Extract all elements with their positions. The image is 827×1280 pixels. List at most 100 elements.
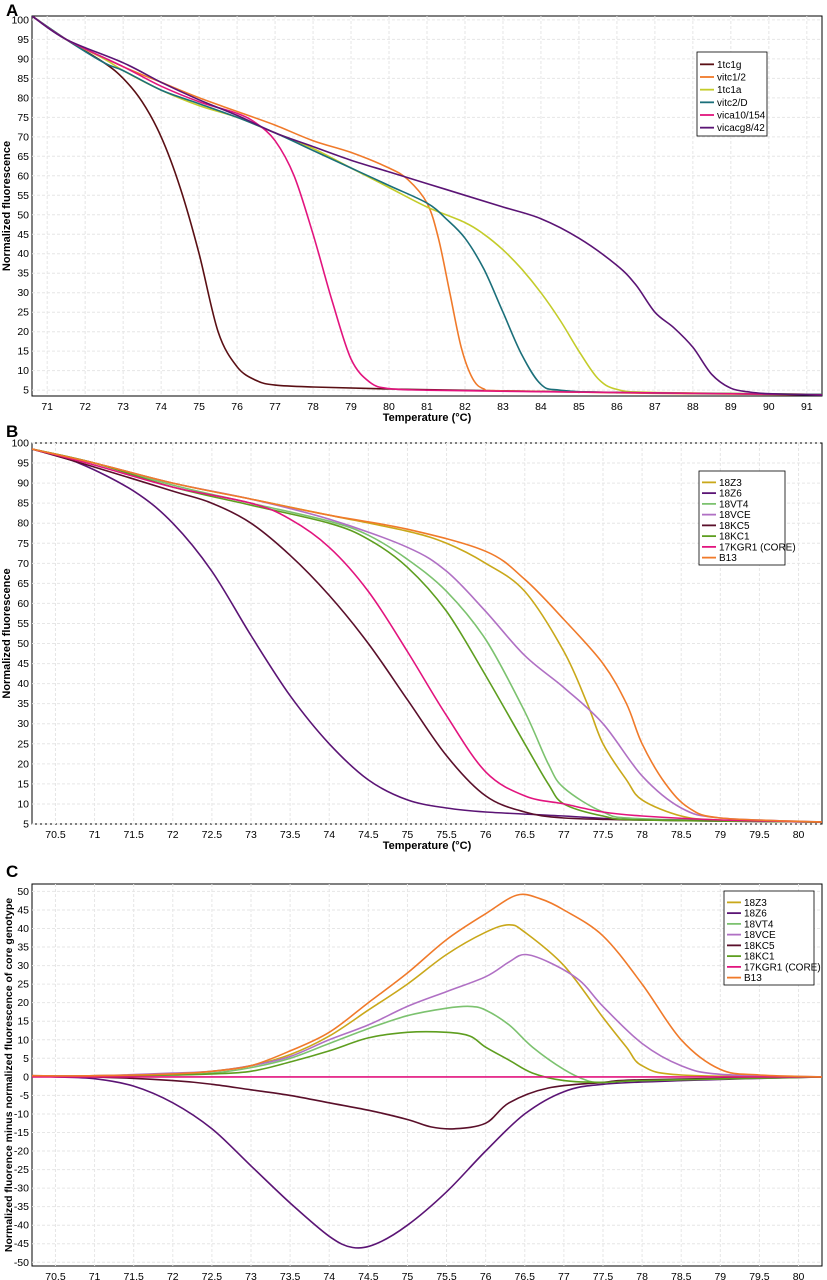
y-tick-label: -35 (14, 1201, 29, 1213)
x-tick-label: 80 (383, 401, 395, 413)
x-tick-label: 76 (480, 829, 492, 841)
x-tick-label: 70.5 (45, 1271, 66, 1280)
series-line-17kgr1-core- (32, 448, 822, 823)
x-tick-label: 75 (193, 401, 205, 413)
y-tick-label: -10 (14, 1108, 29, 1120)
y-tick-label: 35 (17, 268, 29, 280)
legend-entry: 18VT4 (719, 499, 749, 510)
legend-entry: 18KC5 (719, 521, 750, 532)
legend-entry: 18VCE (719, 510, 751, 521)
y-tick-label: 40 (17, 923, 29, 935)
x-tick-label: 77 (558, 829, 570, 841)
legend-entry: 1tc1g (717, 60, 741, 71)
legend-entry: vicacg8/42 (717, 123, 765, 134)
x-tick-label: 81 (421, 401, 433, 413)
x-tick-label: 85 (573, 401, 585, 413)
y-tick-label: 40 (17, 248, 29, 260)
y-tick-label: 45 (17, 904, 29, 916)
x-tick-label: 82 (459, 401, 471, 413)
x-tick-label: 72.5 (202, 1271, 223, 1280)
series-lines (32, 16, 822, 396)
x-axis-label: Temperature (°C) (383, 412, 472, 424)
legend-entry: 18Z3 (744, 898, 767, 909)
y-tick-label: 100 (11, 438, 29, 450)
y-tick-label: 10 (17, 798, 29, 810)
x-tick-label: 78.5 (671, 829, 692, 841)
y-tick-label: 80 (17, 518, 29, 530)
x-tick-label: 76.5 (515, 829, 536, 841)
x-tick-label: 74 (323, 829, 335, 841)
y-tick-label: 40 (17, 678, 29, 690)
y-tick-label: 30 (17, 287, 29, 299)
y-tick-label: 30 (17, 718, 29, 730)
x-tick-label: 79.5 (749, 829, 770, 841)
series-line-18z6 (32, 1074, 822, 1249)
y-tick-label: 65 (17, 578, 29, 590)
y-tick-label: 5 (23, 1053, 29, 1065)
x-tick-label: 76 (480, 1271, 492, 1280)
x-tick-label: 80 (793, 1271, 805, 1280)
y-tick-label: 95 (17, 34, 29, 46)
y-tick-label: 0 (23, 1071, 29, 1083)
legend-entry: 17KGR1 (CORE) (744, 962, 821, 973)
x-tick-label: 79 (345, 401, 357, 413)
chart-panel-C: 70.5 71 71.5 72 72.5 73 73.5 74 74.5 75 75.5 76 76.5… (3, 862, 823, 1280)
y-tick-label: 35 (17, 942, 29, 954)
x-tick-label: 71.5 (123, 1271, 144, 1280)
x-tick-label: 76 (231, 401, 243, 413)
y-tick-label: 85 (17, 498, 29, 510)
y-tick-label: 55 (17, 190, 29, 202)
y-tick-label: 15 (17, 778, 29, 790)
x-tick-label: 71 (89, 1271, 101, 1280)
y-tick-label: 75 (17, 112, 29, 124)
panel-letter: C (6, 862, 18, 881)
y-tick-label: 50 (17, 209, 29, 221)
x-tick-label: 77 (269, 401, 281, 413)
series-line-b13 (32, 893, 822, 1078)
x-tick-label: 74.5 (358, 829, 379, 841)
y-tick-label: 10 (17, 365, 29, 377)
y-tick-label: 70 (17, 131, 29, 143)
y-tick-label: 50 (17, 638, 29, 650)
x-tick-label: 90 (763, 401, 775, 413)
x-tick-label: 73 (245, 1271, 257, 1280)
x-tick-label: 79.5 (749, 1271, 770, 1280)
y-tick-label: 30 (17, 960, 29, 972)
x-tick-label: 84 (535, 401, 547, 413)
x-tick-label: 72 (167, 1271, 179, 1280)
chart-panel-A: 71 72 73 74 75 76 77 78 79 80 81 82 83 84 85 86 87 88 89 90… (1, 1, 823, 424)
y-tick-label: -5 (20, 1090, 29, 1102)
plot-area (31, 442, 823, 825)
legend-entry: 18Z6 (744, 909, 767, 920)
legend-entry: 1tc1a (717, 85, 742, 96)
y-tick-label: 15 (17, 1016, 29, 1028)
x-tick-label: 74 (155, 401, 167, 413)
y-tick-label: 45 (17, 658, 29, 670)
x-tick-label: 75.5 (436, 1271, 457, 1280)
legend-entry: 18KC1 (744, 952, 775, 963)
x-tick-label: 91 (801, 401, 813, 413)
legend-entry: B13 (744, 973, 762, 984)
x-tick-label: 88 (687, 401, 699, 413)
y-axis-label: Normalized fluorescence (1, 141, 13, 271)
gridlines (32, 16, 822, 396)
y-tick-label: -15 (14, 1127, 29, 1139)
x-tick-label: 75.5 (436, 829, 457, 841)
x-tick-label: 75 (402, 829, 414, 841)
y-tick-label: 100 (11, 14, 29, 26)
y-tick-label: 55 (17, 618, 29, 630)
y-tick-label: 10 (17, 1034, 29, 1046)
x-tick-label: 72 (79, 401, 91, 413)
y-tick-label: 25 (17, 979, 29, 991)
x-tick-label: 71.5 (123, 829, 144, 841)
legend-entry: B13 (719, 553, 737, 564)
y-tick-label: 15 (17, 346, 29, 358)
x-tick-label: 70.5 (45, 829, 66, 841)
legend-entry: 18KC1 (719, 532, 750, 543)
legend-entry: 18Z6 (719, 489, 742, 500)
x-tick-label: 73 (245, 829, 257, 841)
y-tick-label: 70 (17, 558, 29, 570)
